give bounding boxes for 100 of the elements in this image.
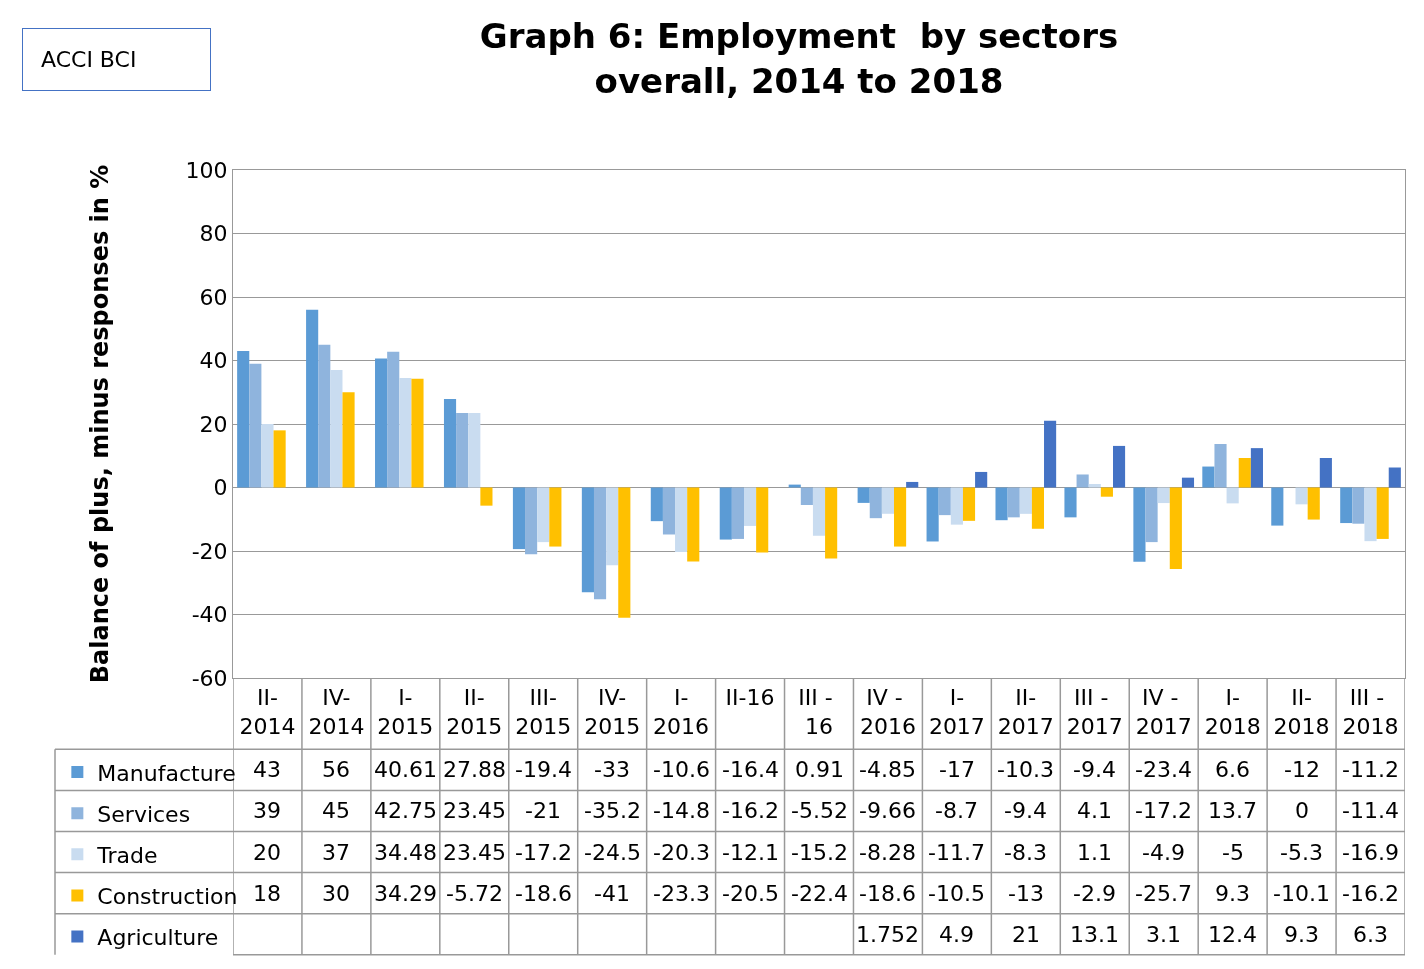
data-label: 13.7	[1208, 798, 1257, 823]
data-label: 42.75	[374, 798, 437, 823]
data-label: 43	[253, 757, 281, 782]
bar	[719, 487, 732, 540]
data-label: -4.85	[859, 757, 916, 782]
y-tick-label: 0	[213, 475, 228, 501]
bar	[743, 487, 757, 526]
bar	[237, 350, 250, 488]
data-label: -18.6	[859, 881, 916, 906]
data-label: 9.3	[1215, 881, 1250, 906]
bar	[399, 378, 412, 488]
data-label: -23.4	[1135, 757, 1192, 782]
bar	[273, 430, 286, 488]
data-label: 6.6	[1215, 757, 1250, 782]
data-label: -12	[1284, 757, 1320, 782]
bar	[1202, 466, 1215, 488]
bar	[687, 487, 700, 562]
bar	[1088, 484, 1101, 488]
bar	[812, 487, 826, 536]
x-tick-label: III - 16	[798, 685, 840, 739]
data-label: 18	[253, 881, 281, 906]
bar	[456, 413, 469, 488]
bar	[1295, 487, 1308, 505]
data-label: -20.3	[653, 840, 710, 865]
bar	[306, 309, 319, 488]
data-label: -14.8	[653, 798, 710, 823]
data-label: -5.72	[446, 881, 503, 906]
legend-label: Services	[97, 801, 191, 827]
x-tick-label: IV - 2017	[1135, 685, 1192, 739]
x-tick-label: IV-2014	[308, 685, 365, 739]
data-label: -4.9	[1142, 840, 1185, 865]
data-label: -19.4	[515, 757, 572, 782]
bar	[318, 344, 331, 488]
x-tick-label: I-2015	[377, 685, 434, 739]
y-tick-label: -20	[191, 538, 228, 564]
bar	[1376, 487, 1389, 539]
bar	[375, 358, 388, 488]
data-label: -13	[1008, 881, 1044, 906]
bar	[1100, 487, 1113, 497]
bar	[926, 487, 939, 542]
data-label: -11.2	[1342, 757, 1399, 782]
bar	[1388, 467, 1401, 488]
text: ACCI BCI	[41, 47, 193, 72]
bar	[525, 487, 538, 555]
bar	[1019, 487, 1032, 514]
bar	[675, 487, 688, 552]
data-label: -10.3	[997, 757, 1054, 782]
data-label: 0	[1295, 798, 1309, 823]
y-tick-label: -60	[191, 665, 228, 691]
data-label: 45	[322, 798, 350, 823]
data-label: -16.2	[722, 798, 779, 823]
legend-label: Construction	[97, 883, 238, 909]
data-label: 40.61	[374, 757, 437, 782]
data-label: -41	[594, 881, 630, 906]
data-label: 1.752	[856, 922, 919, 947]
bar	[480, 487, 493, 506]
bar	[1352, 487, 1365, 524]
bar	[650, 487, 663, 522]
data-label: -25.7	[1135, 881, 1192, 906]
data-label: -5	[1222, 840, 1244, 865]
data-label: -18.6	[515, 881, 572, 906]
bar	[1044, 420, 1057, 488]
data-label: -9.4	[1004, 798, 1047, 823]
x-tick-label: III - 2017	[1066, 685, 1123, 739]
bar	[1214, 444, 1227, 488]
bar	[411, 378, 424, 488]
x-tick-label: II-2015	[446, 685, 503, 739]
bar	[1145, 487, 1158, 543]
bar	[1340, 487, 1353, 524]
data-label: -12.1	[722, 840, 779, 865]
bar	[938, 487, 951, 516]
data-label: -11.7	[928, 840, 985, 865]
data-label: -5.3	[1280, 840, 1323, 865]
data-label: 6.3	[1353, 922, 1388, 947]
data-label: 56	[322, 757, 350, 782]
data-label: 4.9	[939, 922, 974, 947]
x-tick-label: I-2017	[928, 685, 985, 739]
data-label: -16.9	[1342, 840, 1399, 865]
data-label: -33	[594, 757, 630, 782]
data-label: -8.3	[1004, 840, 1047, 865]
legend-label: Manufacture	[97, 760, 236, 786]
data-label: 34.48	[374, 840, 437, 865]
data-label: -10.6	[653, 757, 710, 782]
bar	[618, 487, 631, 618]
y-tick-label: 40	[199, 348, 228, 374]
bar	[581, 487, 594, 593]
data-label: -8.7	[935, 798, 978, 823]
bar	[1364, 487, 1377, 542]
data-label: 39	[253, 798, 281, 823]
data-label: -10.5	[928, 881, 985, 906]
bar	[261, 424, 274, 488]
bar	[662, 487, 676, 535]
bar	[1007, 487, 1020, 518]
bar	[468, 413, 481, 488]
bar	[1226, 487, 1239, 504]
data-label: 20	[253, 840, 281, 865]
bar	[1181, 477, 1195, 488]
bar	[788, 484, 801, 488]
bar	[1031, 487, 1045, 529]
legend-label: Trade	[96, 842, 158, 868]
